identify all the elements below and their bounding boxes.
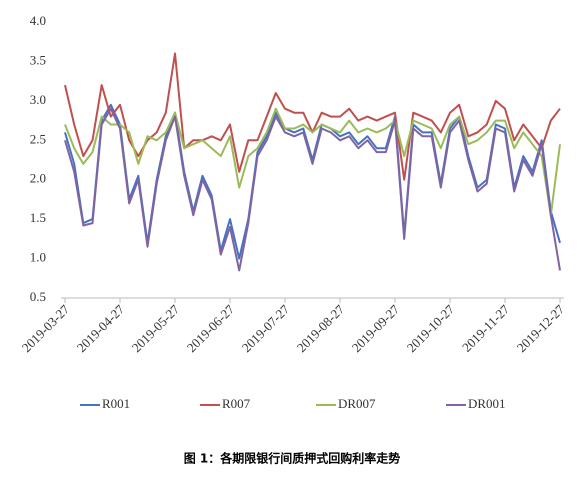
series-line: [64, 107, 561, 217]
x-tick-label: 2019-11-27: [459, 301, 513, 355]
x-tick-label: 2019-05-27: [129, 301, 183, 355]
x-tick-label: 2019-07-27: [239, 301, 293, 355]
chart-caption: 图 1：各期限银行间质押式回购利率走势: [184, 451, 401, 466]
legend-label: R007: [222, 396, 251, 411]
legend-label: DR001: [468, 396, 506, 411]
legend-label: R001: [102, 396, 130, 411]
y-tick-label: 1.0: [30, 250, 46, 265]
x-tick-label: 2019-06-27: [184, 301, 238, 355]
y-tick-label: 3.0: [30, 92, 46, 107]
x-tick-label: 2019-09-27: [349, 301, 403, 355]
y-tick-label: 2.5: [30, 131, 46, 146]
x-tick-label: 2019-03-27: [19, 301, 73, 355]
y-tick-label: 1.5: [30, 210, 46, 225]
series-line: [64, 107, 561, 272]
y-tick-label: 4.0: [30, 13, 46, 28]
y-tick-label: 2.0: [30, 171, 46, 186]
x-tick-label: 2019-12-27: [514, 301, 568, 355]
legend-label: DR007: [338, 396, 376, 411]
y-tick-label: 0.5: [30, 289, 46, 304]
y-tick-label: 3.5: [30, 52, 46, 67]
x-tick-label: 2019-04-27: [74, 301, 128, 355]
x-tick-label: 2019-10-27: [404, 301, 458, 355]
x-tick-label: 2019-08-27: [294, 301, 348, 355]
